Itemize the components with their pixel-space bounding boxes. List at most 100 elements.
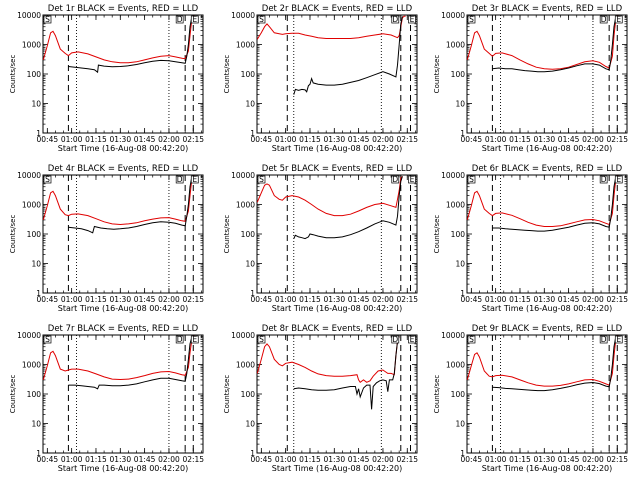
plot-frame [42,174,204,294]
plot-frame [256,334,418,454]
marker-label: E [410,175,415,184]
x-tick-label: 01:30 [109,295,131,304]
x-tick-label: 01:30 [323,455,345,464]
x-tick-label: 01:30 [109,455,131,464]
chart-title: Det 2r BLACK = Events, RED = LLD [262,4,413,14]
marker-label-box [614,335,623,344]
chart-panel-2: Det 2r BLACK = Events, RED = LLD 1 10 100 10… [223,4,418,153]
y-tick-label: 10 [455,420,465,429]
marker-label: S [45,175,50,184]
marker-label: D [601,175,607,184]
x-tick-label: 01:30 [323,135,345,144]
marker-label: D [177,15,183,24]
x-tick-label: 01:15 [299,135,321,144]
x-axis-label: Start Time (16-Aug-08 00:42:20) [272,144,403,153]
y-tick-label: 1000 [446,361,465,370]
marker-label-box [257,175,266,184]
y-axis-label: Counts/sec [433,215,441,254]
y-tick-label: 1000 [446,201,465,210]
x-tick-label: 02:00 [372,295,394,304]
marker-label: E [410,335,415,344]
marker-label-box [190,335,199,344]
events-rate-line [68,175,194,234]
marker-label-box [257,15,266,24]
x-tick-label: 00:45 [251,295,273,304]
marker-label-box [190,175,199,184]
y-tick-label: 100 [241,230,256,239]
marker-label: D [392,15,398,24]
marker-label-box [614,175,623,184]
x-tick-label: 01:45 [134,135,156,144]
x-tick-label: 02:15 [396,455,418,464]
lld-rate-line [42,15,195,64]
events-rate-line [492,175,618,232]
x-axis-label: Start Time (16-Aug-08 00:42:20) [58,464,189,473]
x-tick-label: 01:15 [299,295,321,304]
x-tick-label: 01:45 [558,455,580,464]
x-tick-label: 02:00 [372,455,394,464]
x-tick-label: 02:15 [182,455,204,464]
chart-panel-8: Det 8r BLACK = Events, RED = LLD 1 10 100 10… [223,324,418,473]
y-tick-label: 1000 [22,41,41,50]
y-tick-label: 1 [250,289,255,298]
x-axis-label: Start Time (16-Aug-08 00:42:20) [272,464,403,473]
marker-label: E [192,175,197,184]
events-rate-line [492,15,618,73]
marker-label-box [43,175,52,184]
y-tick-label: 10000 [441,331,465,340]
y-tick-label: 10000 [231,11,255,20]
chart-title: Det 3r BLACK = Events, RED = LLD [472,4,623,14]
x-tick-label: 00:45 [461,295,483,304]
x-tick-label: 00:45 [37,135,59,144]
x-tick-label: 01:30 [533,135,555,144]
marker-label: S [469,15,474,24]
x-tick-label: 01:00 [61,295,83,304]
x-tick-label: 01:45 [558,135,580,144]
marker-label: D [392,175,398,184]
marker-label-box [175,175,184,184]
x-tick-label: 01:15 [85,295,107,304]
x-tick-label: 01:15 [509,455,531,464]
marker-label-box [175,15,184,24]
chart-panel-6: Det 6r BLACK = Events, RED = LLD 1 10 100 10… [433,164,628,313]
x-tick-label: 02:00 [158,295,180,304]
x-tick-label: 01:15 [85,455,107,464]
x-tick-label: 02:00 [158,135,180,144]
chart-title: Det 9r BLACK = Events, RED = LLD [472,324,623,334]
y-tick-label: 10 [455,100,465,109]
chart-title: Det 7r BLACK = Events, RED = LLD [48,324,199,334]
plot-frame [256,174,418,294]
y-tick-label: 100 [451,230,466,239]
y-tick-label: 10000 [231,171,255,180]
y-axis-label: Counts/sec [9,55,17,94]
y-axis-label: Counts/sec [9,215,17,254]
y-tick-label: 1 [36,289,41,298]
y-tick-label: 10 [245,100,255,109]
plot-frame [256,14,418,134]
x-tick-label: 02:15 [606,295,628,304]
events-rate-line [68,15,194,74]
x-tick-label: 00:45 [37,455,59,464]
x-tick-label: 01:45 [558,295,580,304]
x-tick-label: 01:15 [85,135,107,144]
marker-label-box [467,15,476,24]
lld-rate-line [256,336,400,384]
x-tick-label: 01:00 [275,455,297,464]
x-tick-label: 00:45 [461,455,483,464]
marker-label: S [259,15,264,24]
events-rate-line [68,335,194,390]
x-tick-label: 01:00 [485,295,507,304]
lld-rate-line [466,335,619,387]
marker-label-box [43,15,52,24]
x-tick-label: 01:45 [348,455,370,464]
x-tick-label: 01:30 [323,295,345,304]
marker-label: E [616,175,621,184]
y-tick-label: 100 [241,390,256,399]
marker-label-box [599,175,608,184]
x-tick-label: 01:15 [509,295,531,304]
x-tick-label: 02:00 [158,455,180,464]
x-axis-label: Start Time (16-Aug-08 00:42:20) [58,304,189,313]
marker-label-box [391,175,400,184]
y-tick-label: 10000 [17,331,41,340]
marker-label-box [391,15,400,24]
